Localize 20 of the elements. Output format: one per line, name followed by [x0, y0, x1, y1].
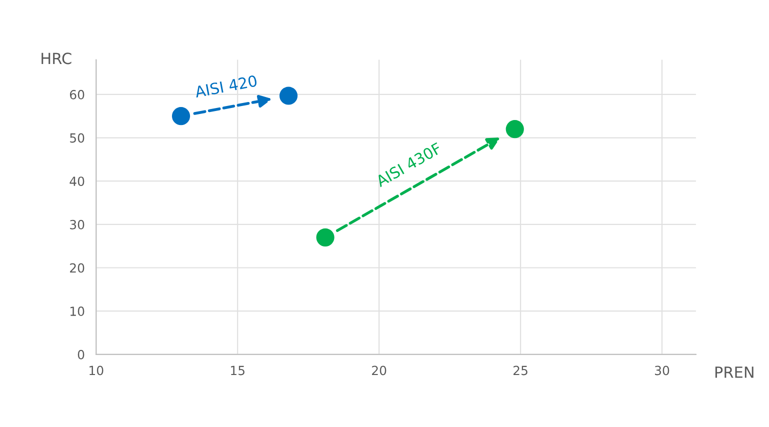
y-tick-label: 0: [78, 350, 84, 360]
point: [316, 228, 334, 246]
y-tick-label: 10: [70, 306, 84, 316]
point: [172, 107, 190, 126]
x-tick-label: 15: [231, 366, 244, 376]
text: AISI 420: [194, 74, 258, 98]
x-tick-label: 25: [513, 366, 528, 376]
y-axis-title: HRC: [42, 52, 72, 64]
point: [506, 120, 524, 138]
x-tick-label: 20: [372, 366, 386, 376]
y-tick-label: 50: [70, 133, 84, 143]
point: [279, 86, 298, 105]
x-tick-label: 30: [654, 366, 670, 376]
x-tick-label: 10: [90, 366, 104, 376]
x-axis-title: PREN: [715, 366, 754, 378]
y-tick-label: 40: [70, 176, 84, 186]
y-tick-label: 30: [70, 220, 84, 230]
text: AISI 430F: [374, 142, 442, 188]
y-tick-label: 60: [70, 90, 84, 100]
y-tick-label: 20: [70, 263, 84, 273]
